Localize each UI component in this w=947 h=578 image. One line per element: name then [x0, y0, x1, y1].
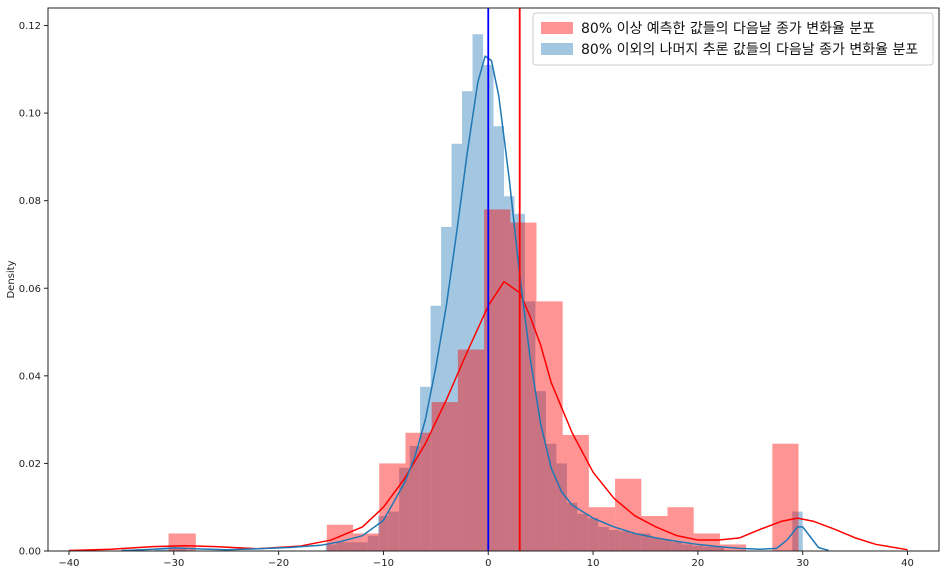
- x-axis-ticks: −40 −30 −20 −10 0 10 20 30 40: [58, 551, 914, 569]
- legend: 80% 이상 예측한 값들의 다음날 종가 변화율 분포 80% 이외의 나머지 …: [532, 12, 934, 66]
- blue-histogram-bar: [545, 443, 557, 551]
- blue-histogram-bar: [399, 467, 410, 551]
- red-histogram-bar: [667, 507, 694, 551]
- red-histogram-bar: [353, 533, 380, 551]
- legend-box: [532, 12, 934, 66]
- blue-histogram-bar: [587, 518, 599, 551]
- x-tick-label: 20: [692, 558, 705, 569]
- blue-kde-line: [121, 55, 830, 552]
- blue-histogram-bar: [671, 542, 683, 551]
- red-histogram-bar: [510, 222, 537, 551]
- y-tick-label: 0.02: [19, 459, 41, 470]
- blue-histogram-bar: [409, 445, 421, 551]
- blue-histogram-bar: [451, 143, 463, 551]
- x-tick-label: −10: [373, 558, 394, 569]
- kde-layer: [68, 55, 908, 552]
- blue-histogram-bar: [556, 463, 567, 551]
- blue-histogram-bar: [792, 511, 803, 551]
- blue-histogram-bar: [598, 526, 609, 551]
- blue-histogram-bar: [661, 540, 672, 551]
- y-tick-label: 0.06: [19, 284, 41, 295]
- red-histogram-bar: [457, 349, 485, 551]
- legend-swatch: [541, 22, 573, 34]
- blue-histogram-bar: [336, 542, 347, 551]
- red-histogram-bar: [405, 432, 432, 551]
- blue-histogram-bar: [388, 511, 400, 551]
- y-tick-label: 0.00: [19, 547, 41, 558]
- red-histogram-bar: [772, 443, 799, 551]
- blue-histogram-bar: [175, 548, 187, 551]
- blue-histogram-bar: [325, 544, 337, 551]
- legend-label: 80% 이외의 나머지 추론 값들의 다음날 종가 변화율 분포: [581, 42, 918, 58]
- y-axis-label: Density: [6, 260, 17, 298]
- y-tick-label: 0.12: [19, 21, 41, 32]
- blue-histogram-bar: [703, 546, 714, 551]
- blue-histogram-bar: [503, 196, 515, 552]
- red-histogram-bar: [536, 301, 563, 551]
- blue-histogram-bar: [472, 34, 484, 551]
- blue-histogram-bar: [346, 542, 358, 551]
- blue-histogram-bar: [535, 391, 546, 551]
- vline-layer: [487, 8, 521, 551]
- blue-histogram-bar: [713, 546, 725, 551]
- x-tick-label: 30: [796, 558, 809, 569]
- red-histogram-bar: [326, 524, 354, 551]
- x-tick-label: 0: [485, 558, 491, 569]
- x-tick-label: −40: [58, 558, 79, 569]
- blue-histogram-bar: [608, 529, 620, 551]
- y-axis-ticks: 0.00 0.02 0.04 0.06 0.08 0.10 0.12: [19, 21, 48, 558]
- red-histogram-bar: [562, 434, 589, 551]
- blue-histogram-bar: [640, 533, 651, 551]
- x-tick-label: −30: [163, 558, 184, 569]
- blue-histogram-bar: [420, 386, 431, 551]
- blue-histogram-bar: [493, 126, 504, 551]
- blue-histogram-bar: [524, 301, 536, 551]
- blue-histogram-bar: [462, 91, 473, 551]
- blue-histogram-bar: [682, 544, 693, 551]
- blue-histogram-bar: [430, 305, 442, 551]
- red-histogram-bar: [693, 533, 720, 551]
- red-histogram-bar: [588, 507, 616, 551]
- red-histogram-bar: [431, 402, 458, 551]
- blue-histogram-bar: [692, 545, 704, 551]
- y-tick-label: 0.08: [19, 196, 41, 207]
- red-histogram-bar: [615, 478, 642, 551]
- plot-frame: [47, 7, 940, 552]
- blue-histogram-bar: [154, 548, 166, 551]
- blue-histogram-bar: [378, 515, 389, 551]
- x-tick-label: −20: [268, 558, 289, 569]
- blue-histogram-bar: [619, 531, 630, 551]
- blue-histogram-bar: [629, 533, 641, 551]
- blue-histogram-bar: [650, 537, 662, 551]
- blue-histogram-bar: [165, 547, 176, 551]
- blue-histogram-bar: [441, 226, 452, 551]
- x-tick-label: 10: [587, 558, 600, 569]
- x-tick-label: 40: [901, 558, 914, 569]
- blue-histogram-bar: [367, 535, 379, 551]
- legend-swatch: [541, 43, 573, 55]
- legend-label: 80% 이상 예측한 값들의 다음날 종가 변화율 분포: [581, 21, 875, 37]
- blue-histogram-bar: [566, 502, 578, 551]
- y-tick-label: 0.04: [19, 371, 41, 382]
- blue-histogram-bar: [357, 542, 368, 551]
- y-tick-label: 0.10: [19, 109, 41, 120]
- blue-histogram-bar: [577, 513, 588, 551]
